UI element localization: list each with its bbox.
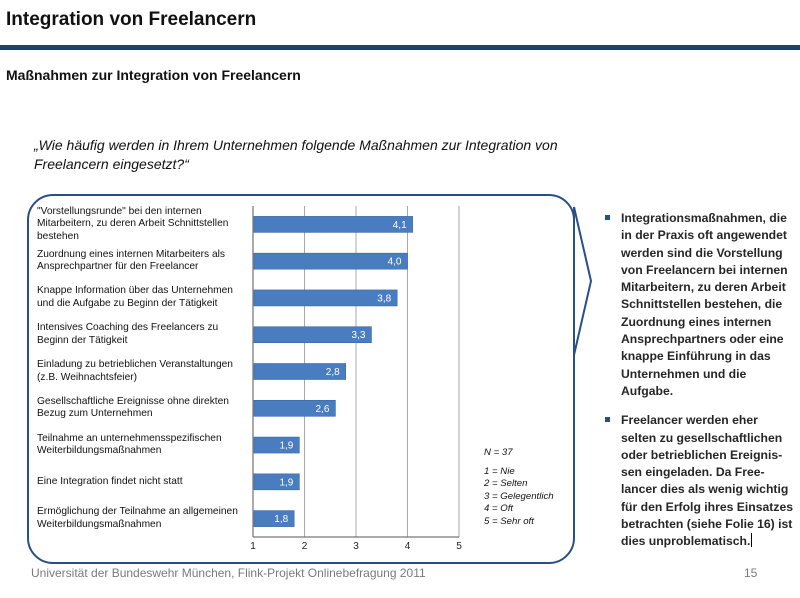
bullet-square-icon [605,417,610,423]
chevron-arrow-icon [573,206,593,356]
bullet-square-icon [605,215,610,220]
bar [253,363,346,380]
bar [253,436,300,454]
category-label: Knappe Information über das Unternehmen … [37,285,233,309]
bar-value-label: 1,9 [279,441,293,452]
category-label: Teilnahme an unternehmensspezifischen We… [37,432,222,457]
slide-title: Integration von Freelancern [6,9,257,30]
bar-value-label: 3,8 [377,293,391,304]
slide-subtitle: Maßnahmen zur Integration von Freelancer… [6,67,301,83]
category-label: Eine Integration findet nicht statt [37,475,183,487]
bullet-text-1: Integrationsmaßnahmen, die in der Praxis… [621,211,788,398]
legend-scale-2: 2 = Selten [484,478,528,490]
category-label: Intensives Coaching des Freelancers zu B… [37,322,219,346]
bar-value-label: 3,3 [352,330,366,341]
bar [253,326,372,344]
x-tick-label: 3 [353,541,359,552]
bullet-text-2: Freelancer werden eher selten zu gesells… [621,413,794,549]
legend-sample-size: N = 37 [484,447,513,458]
bar-value-label: 1,9 [279,477,293,488]
legend-scale-1: 1 = Nie [484,465,515,477]
bar [253,252,408,270]
chart-legend: N = 37 1 = Nie 2 = Selten 3 = Gelegentli… [484,447,554,529]
bullet-item: Integrationsmaßnahmen, die in der Praxis… [604,210,794,400]
slide-footer: Universität der Bundeswehr München, Flin… [31,566,426,580]
x-tick-label: 2 [302,541,308,552]
bar [253,399,336,417]
bar [253,510,295,527]
category-label: Ermöglichung der Teilnahme an allgemeine… [37,506,238,530]
survey-question: „Wie häufig werden in Ihrem Unternehmen … [34,137,558,172]
bar [253,473,300,491]
text-cursor [751,533,753,548]
x-tick-label: 5 [456,541,462,552]
bar-value-label: 2,8 [326,367,340,378]
x-tick-label: 4 [405,541,411,552]
category-label: Gesellschaftliche Ereignisse ohne direkt… [37,395,229,420]
bar-chart: 1 2 3 4 5 4,1 4,0 3,8 3,3 2,8 2,6 1,9 1,9 1,8 [250,206,462,552]
bar-value-label: 2,6 [315,404,329,415]
page-number: 15 [744,566,758,580]
legend-scale-5: 5 = Sehr oft [484,515,534,527]
summary-bullets: Integrationsmaßnahmen, die in der Praxis… [604,210,794,563]
bullet-item: Freelancer werden eher selten zu gesells… [604,412,794,550]
title-rule [0,45,800,50]
bar-value-label: 4,1 [393,220,407,231]
category-label: "Vorstellungsrunde" bei den internen Mit… [37,205,229,242]
category-label: Einladung zu betrieblichen Veranstaltung… [37,359,233,383]
bar-value-label: 1,8 [274,514,288,525]
bar [253,289,398,307]
legend-scale-3: 3 = Gelegentlich [484,490,554,502]
category-label: Zuordnung eines internen Mitarbeiters al… [37,248,226,273]
bar [253,216,413,233]
legend-scale-4: 4 = Oft [484,503,514,515]
bar-value-label: 4,0 [388,257,402,268]
x-tick-label: 1 [250,541,256,552]
